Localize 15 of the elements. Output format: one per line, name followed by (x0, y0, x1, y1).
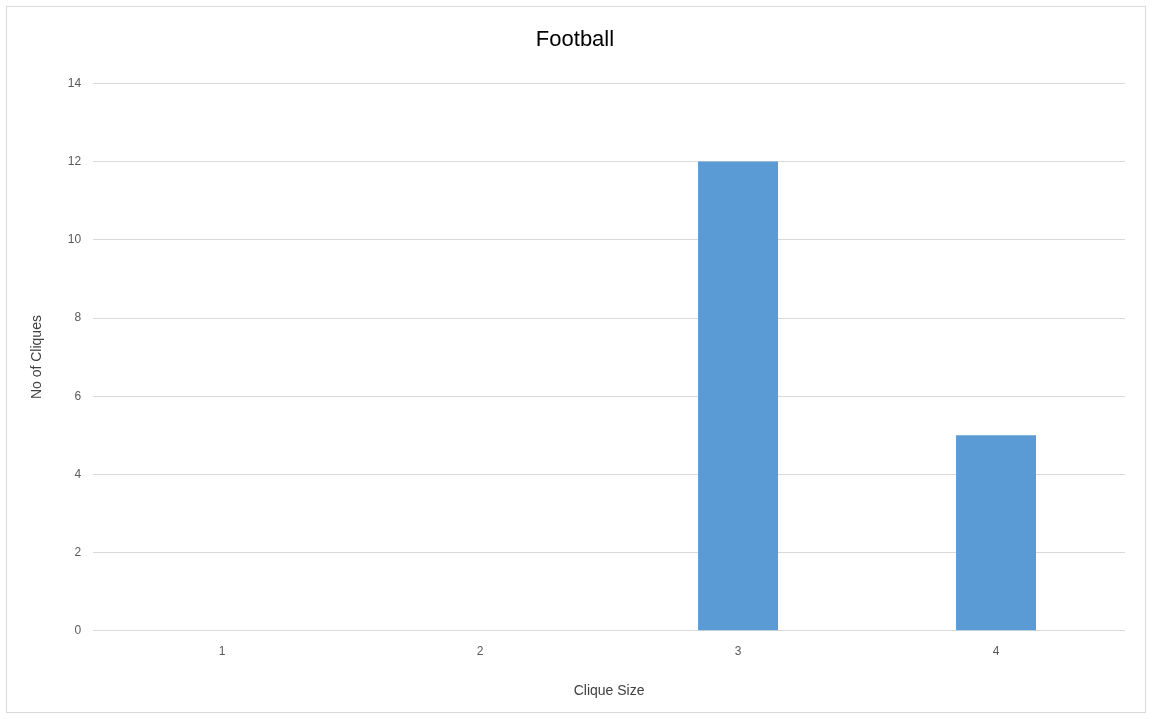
x-tick-label: 4 (992, 644, 1000, 659)
y-tick-label: 2 (74, 544, 82, 559)
y-tick-label: 4 (74, 466, 82, 481)
chart-title: Football (535, 26, 615, 52)
y-tick-label: 14 (67, 75, 82, 90)
x-tick-label: 2 (476, 644, 484, 659)
y-tick-label: 8 (74, 310, 82, 325)
y-tick-label: 0 (74, 623, 82, 638)
y-tick-label: 6 (74, 388, 82, 403)
y-axis-title: No of Cliques (28, 315, 45, 400)
x-tick-label: 1 (218, 644, 226, 659)
x-axis-title: Clique Size (573, 682, 645, 699)
x-tick-label: 3 (734, 644, 742, 659)
y-tick-label: 12 (67, 153, 82, 168)
y-tick-label: 10 (67, 232, 82, 247)
